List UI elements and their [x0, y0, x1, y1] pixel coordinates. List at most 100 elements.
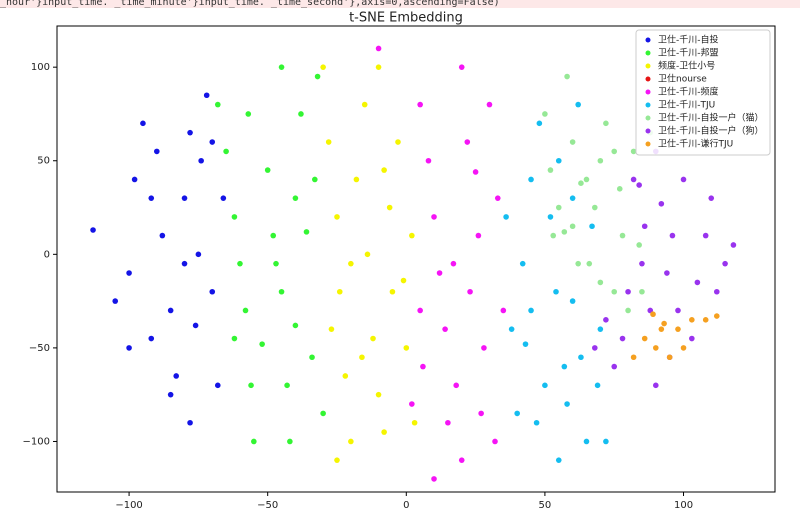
- point: [730, 242, 737, 248]
- point: [547, 214, 554, 220]
- point: [494, 195, 501, 201]
- point: [148, 335, 155, 342]
- point: [713, 288, 720, 295]
- point: [195, 251, 202, 258]
- point: [131, 176, 138, 183]
- point: [555, 204, 562, 211]
- point: [542, 111, 548, 117]
- point: [173, 373, 180, 379]
- point: [292, 195, 299, 201]
- point: [619, 335, 626, 342]
- point: [569, 139, 576, 145]
- legend-label: 频度-卫仕小号: [658, 60, 715, 72]
- legend-label: 卫仕-千川-自投一户（猫）: [658, 112, 764, 124]
- point: [492, 438, 498, 445]
- point: [586, 260, 593, 267]
- point: [450, 260, 457, 267]
- legend-box: [635, 29, 771, 156]
- legend-marker: [645, 128, 651, 134]
- point: [203, 92, 210, 99]
- point: [713, 313, 720, 319]
- point: [370, 335, 376, 342]
- point: [564, 73, 570, 80]
- x-tick-label: 100: [674, 500, 693, 511]
- point: [467, 288, 473, 295]
- point: [436, 270, 443, 276]
- point: [597, 326, 604, 332]
- point: [458, 457, 465, 463]
- point: [542, 382, 548, 389]
- point: [583, 438, 590, 445]
- point: [325, 139, 332, 145]
- legend-label: 卫仕-千川-邦盟: [658, 47, 719, 59]
- point: [630, 354, 637, 361]
- point: [431, 476, 437, 482]
- legend-marker: [645, 89, 651, 95]
- point: [652, 345, 659, 351]
- point: [303, 229, 310, 235]
- point: [231, 214, 238, 220]
- point: [126, 345, 132, 351]
- point: [312, 176, 318, 183]
- point: [248, 382, 254, 389]
- point: [652, 382, 659, 389]
- point: [411, 419, 418, 426]
- point: [409, 232, 415, 239]
- point: [270, 232, 277, 239]
- point: [661, 320, 667, 327]
- point: [445, 419, 451, 426]
- point: [395, 139, 401, 145]
- point: [533, 419, 540, 426]
- point: [708, 195, 715, 201]
- point: [381, 167, 387, 173]
- point: [375, 45, 382, 52]
- point: [641, 223, 648, 230]
- point: [334, 457, 340, 463]
- point: [478, 410, 484, 417]
- point: [630, 176, 637, 183]
- point: [214, 101, 221, 108]
- point: [181, 195, 188, 201]
- point: [364, 251, 371, 258]
- point: [353, 176, 360, 183]
- point: [611, 363, 618, 370]
- point: [481, 345, 487, 351]
- point: [636, 182, 642, 188]
- point: [564, 401, 570, 407]
- point: [298, 111, 304, 117]
- legend-marker: [645, 50, 651, 56]
- point: [578, 180, 584, 187]
- point: [278, 288, 285, 295]
- point: [555, 457, 562, 463]
- point: [589, 223, 595, 230]
- point: [334, 214, 340, 220]
- point: [547, 167, 554, 173]
- point: [658, 326, 665, 332]
- point: [328, 326, 335, 332]
- point: [680, 345, 687, 351]
- point: [664, 270, 670, 276]
- point: [181, 260, 188, 267]
- point: [400, 277, 407, 284]
- legend-marker: [645, 76, 651, 82]
- point: [550, 232, 557, 239]
- point: [336, 288, 343, 295]
- point: [583, 176, 590, 183]
- legend-marker: [645, 63, 651, 69]
- code-line: _hour'}input_time. _time_minute'}input_t…: [0, 0, 800, 8]
- point: [209, 139, 216, 145]
- point: [603, 120, 609, 127]
- point: [292, 322, 299, 329]
- point: [231, 335, 238, 342]
- point: [442, 326, 448, 332]
- point: [409, 401, 415, 407]
- point: [287, 438, 293, 445]
- point: [375, 64, 382, 70]
- legend-label: 卫仕-千川-谦行TJU: [658, 138, 733, 150]
- point: [242, 307, 249, 314]
- point: [251, 438, 257, 445]
- point: [126, 270, 132, 276]
- point: [389, 288, 396, 295]
- point: [669, 232, 676, 239]
